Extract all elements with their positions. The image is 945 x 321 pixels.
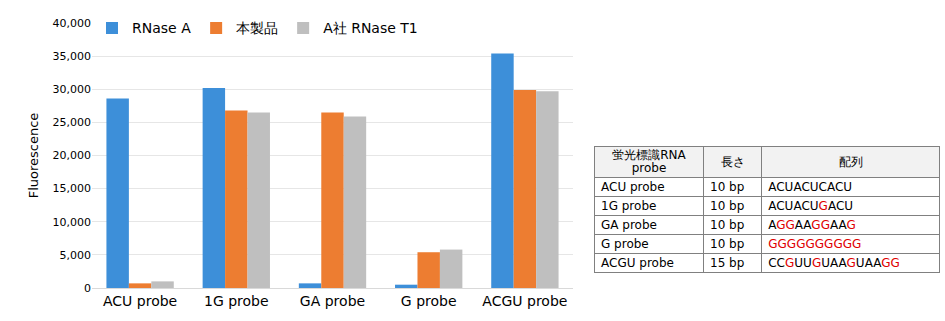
html-text:ACGU probe: ACGU probe <box>601 256 674 270</box>
svg-text:15,000: 15,000 <box>53 182 92 195</box>
html-text:C C G U U G U A A G U A A G G: C C G U U G U A A G U A A G G <box>768 256 900 270</box>
html-text:1G probe: 1G probe <box>601 199 657 213</box>
svg-text:A社 RNase T1: A社 RNase T1 <box>323 20 418 36</box>
svg-text:40,000: 40,000 <box>53 17 92 30</box>
svg-text:25,000: 25,000 <box>53 116 92 129</box>
svg-text:Fluorescence: Fluorescence <box>26 113 41 199</box>
svg-text:ACU probe: ACU probe <box>103 293 177 309</box>
svg-text:G probe: G probe <box>401 293 457 309</box>
html-text:A C U A C U G A C U: A C U A C U G A C U <box>768 199 854 213</box>
html-text:15 bp: 15 bp <box>710 256 745 270</box>
svg-text:GA probe: GA probe <box>300 293 365 309</box>
svg-text:0: 0 <box>84 282 91 295</box>
html-text:10 bp: 10 bp <box>710 218 745 232</box>
svg-text:RNase A: RNase A <box>132 20 191 36</box>
html-text:G G G G G G G G G G: G G G G G G G G G G <box>768 237 862 251</box>
html-text:10 bp: 10 bp <box>710 237 745 251</box>
html-text:A G G A A G G A A G: A G G A A G G A A G <box>768 218 856 232</box>
html-text:配列: 配列 <box>838 154 863 169</box>
svg-text:30,000: 30,000 <box>53 83 92 96</box>
html-text:G probe: G probe <box>601 237 649 251</box>
svg-text:本製品: 本製品 <box>236 20 278 36</box>
svg-text:35,000: 35,000 <box>53 50 92 63</box>
svg-text:10,000: 10,000 <box>53 216 92 229</box>
html-text:GA probe: GA probe <box>601 218 657 232</box>
html-text:ACU probe: ACU probe <box>601 180 665 194</box>
svg-text:5,000: 5,000 <box>60 249 92 262</box>
svg-text:20,000: 20,000 <box>53 149 92 162</box>
html-text:10 bp: 10 bp <box>710 199 745 213</box>
html-text:蛍光標識RNA probe: 蛍光標識RNA probe <box>612 148 686 175</box>
html-text:長さ: 長さ <box>720 154 745 169</box>
svg-text:ACGU probe: ACGU probe <box>482 293 567 309</box>
html-text:10 bp: 10 bp <box>710 180 745 194</box>
html-text:A C U A C U C A C U: A C U A C U C A C U <box>768 180 853 194</box>
svg-text:1G probe: 1G probe <box>204 293 269 309</box>
